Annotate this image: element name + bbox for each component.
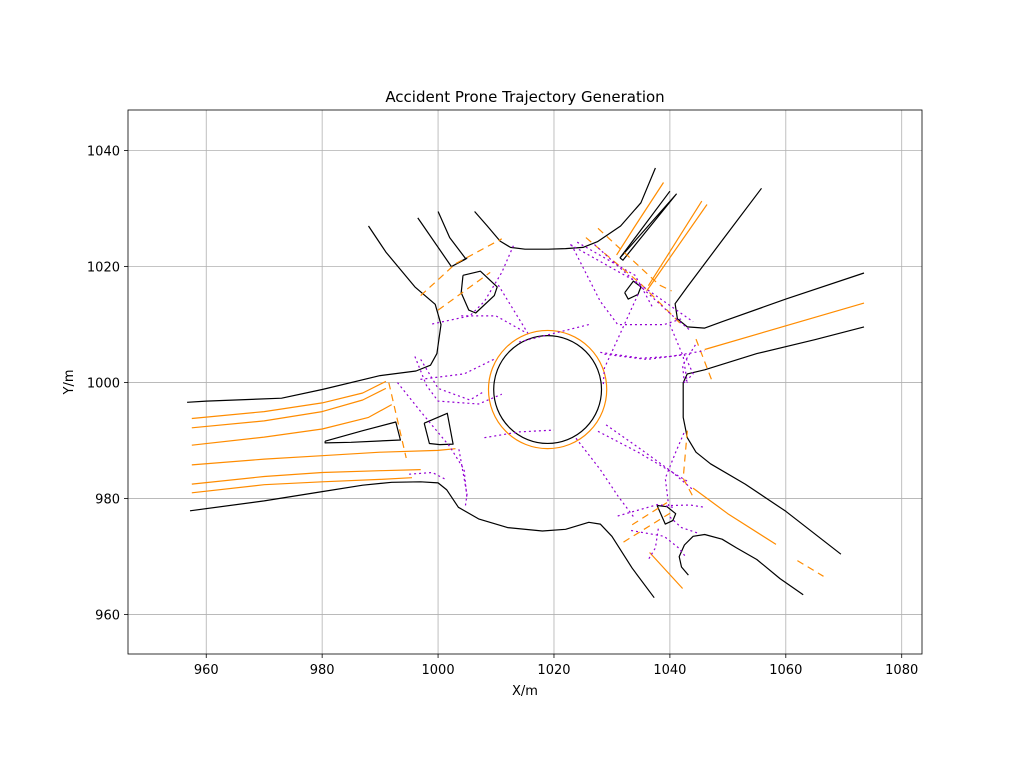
lane-line-path bbox=[695, 338, 713, 382]
island-path bbox=[423, 412, 454, 446]
trajectory-path bbox=[576, 241, 654, 308]
trajectory-path bbox=[630, 529, 686, 557]
x-tick-label: 960 bbox=[194, 663, 219, 678]
road-edge-path bbox=[417, 217, 452, 267]
plot-area bbox=[187, 167, 865, 599]
roundabout-island bbox=[493, 335, 603, 445]
trajectory-path bbox=[575, 437, 636, 520]
lane-line-path bbox=[597, 227, 672, 292]
x-tick-label: 1060 bbox=[769, 663, 802, 678]
y-tick-label: 1040 bbox=[87, 145, 120, 160]
island-path bbox=[619, 193, 677, 261]
trajectory-path bbox=[605, 424, 694, 491]
chart-title: Accident Prone Trajectory Generation bbox=[385, 88, 664, 106]
y-tick-label: 960 bbox=[95, 609, 120, 624]
axes-frame bbox=[127, 109, 923, 655]
island-path bbox=[324, 421, 401, 444]
lane-line-path bbox=[191, 448, 456, 466]
lane-line-path bbox=[646, 204, 708, 292]
grid-lines bbox=[128, 110, 922, 654]
road-edge-path bbox=[619, 190, 671, 259]
lane-line-path bbox=[191, 404, 392, 446]
trajectory-path bbox=[669, 324, 688, 383]
island-path bbox=[460, 270, 498, 314]
y-tick-label: 1000 bbox=[87, 377, 120, 392]
trajectory-path bbox=[597, 430, 688, 482]
x-tick-label: 1080 bbox=[885, 663, 918, 678]
lane-line-path bbox=[585, 237, 682, 326]
lane-line-path bbox=[623, 510, 675, 543]
trajectory-path bbox=[458, 449, 468, 507]
lane-line-path bbox=[616, 182, 665, 256]
lane-line-path bbox=[682, 430, 694, 498]
lane-line-path bbox=[420, 238, 503, 297]
lane-line-path bbox=[191, 380, 387, 420]
road-edge-path bbox=[678, 533, 804, 596]
island-path bbox=[656, 504, 677, 525]
lane-line-path bbox=[647, 200, 703, 287]
trajectory-path bbox=[484, 429, 555, 439]
trajectory-path bbox=[461, 315, 526, 333]
trajectory-path bbox=[647, 528, 659, 560]
trajectory-path bbox=[600, 350, 705, 359]
road-edge-path bbox=[674, 187, 865, 329]
x-tick-label: 1000 bbox=[422, 663, 455, 678]
road-edge-path bbox=[189, 481, 655, 599]
trajectory-path bbox=[594, 244, 691, 331]
y-tick-label: 1020 bbox=[87, 261, 120, 276]
trajectory-path bbox=[414, 356, 503, 405]
x-axis-title: X/m bbox=[512, 684, 538, 699]
road-edge-path bbox=[474, 167, 656, 250]
lane-line-path bbox=[692, 487, 777, 545]
trajectory-path bbox=[669, 516, 700, 534]
trajectory-path bbox=[519, 324, 589, 343]
road-edge-path bbox=[187, 225, 442, 403]
road-edge-path bbox=[437, 211, 467, 260]
y-tick-label: 980 bbox=[95, 493, 120, 508]
x-tick-label: 980 bbox=[310, 663, 335, 678]
lane-line-path bbox=[191, 477, 413, 494]
axis-ticks: 960 980 1000 1020 1040 1060 1080 960 980 1000 1020… bbox=[87, 145, 918, 678]
lane-line-path bbox=[437, 271, 491, 311]
y-axis-title: Y/m bbox=[62, 370, 77, 396]
trajectory-path bbox=[681, 344, 696, 384]
lane-line-path bbox=[631, 502, 668, 526]
trajectory-path bbox=[569, 244, 694, 323]
lane-line-path bbox=[649, 552, 684, 589]
x-tick-label: 1020 bbox=[537, 663, 570, 678]
trajectory-path bbox=[420, 359, 485, 401]
x-tick-label: 1040 bbox=[653, 663, 686, 678]
island-path bbox=[624, 280, 642, 300]
trajectory-path bbox=[417, 358, 494, 381]
trajectory-path bbox=[570, 244, 682, 326]
lane-line-path bbox=[797, 560, 824, 577]
road-edge-path bbox=[682, 326, 865, 555]
lane-line-path bbox=[704, 302, 865, 351]
trajectory-path bbox=[604, 353, 694, 384]
lane-line-path bbox=[191, 469, 421, 485]
lane-line-path bbox=[388, 382, 407, 459]
trajectory-path bbox=[670, 504, 705, 508]
roundabout-lane-ring bbox=[487, 329, 608, 450]
lane-line-path bbox=[191, 387, 387, 429]
